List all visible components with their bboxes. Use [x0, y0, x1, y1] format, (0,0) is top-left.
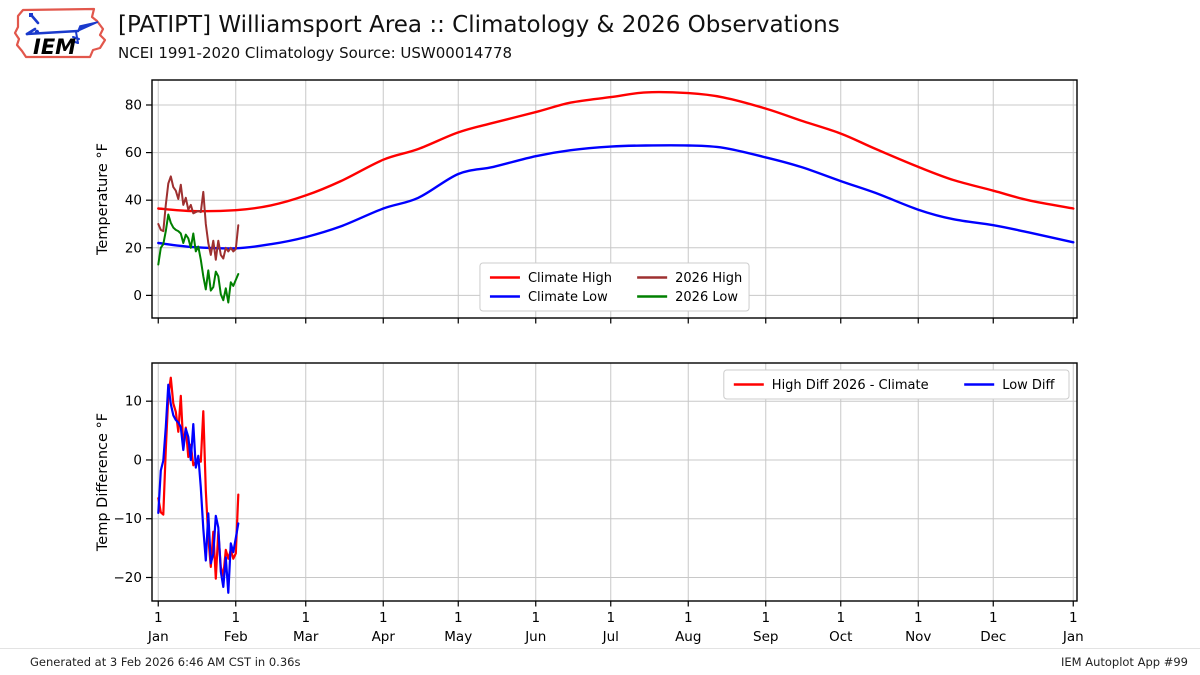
y-tick-label: 20: [125, 240, 142, 256]
x-tick-day-label: 1: [606, 610, 615, 626]
y-tick-label: 80: [125, 97, 142, 113]
x-tick-month-label: Nov: [905, 629, 931, 645]
legend-box: [723, 369, 1070, 400]
plot-frame: [151, 79, 1078, 319]
x-tick-day-label: 1: [989, 610, 998, 626]
y-tick-label: 40: [125, 193, 142, 209]
y-tick-label: 0: [133, 288, 142, 304]
x-tick-month-label: Jun: [524, 629, 546, 645]
y-axis-label: Temperature °F: [95, 143, 111, 256]
page-subtitle: NCEI 1991-2020 Climatology Source: USW00…: [118, 44, 513, 62]
x-tick-month-label: Dec: [980, 629, 1006, 645]
x-tick-month-label: Aug: [675, 629, 701, 645]
legend: High Diff 2026 - Climate Low Diff: [723, 369, 1070, 400]
series-2026-low: [157, 213, 240, 304]
y-tick-label: 0: [133, 452, 142, 468]
iem-logo-text: IEM: [33, 35, 76, 59]
x-tick-day-label: 1: [684, 610, 693, 626]
series-low-diff: [157, 383, 240, 594]
x-tick-month-label: Jan: [147, 629, 169, 645]
plot-frame: [151, 362, 1078, 602]
x-tick-day-label: 1: [454, 610, 463, 626]
x-tick-month-label: Apr: [372, 629, 396, 645]
legend-item-label: Climate High: [528, 271, 612, 286]
x-tick-day-label: 1: [379, 610, 388, 626]
x-tick-month-label: Feb: [224, 629, 248, 645]
page-title: [PATIPT] Williamsport Area :: Climatolog…: [118, 12, 840, 38]
weather-vane-icon: [25, 13, 99, 44]
y-tick-label: −10: [114, 511, 143, 527]
legend-item-label: High Diff 2026 - Climate: [772, 378, 929, 393]
x-tick-day-label: 1: [531, 610, 540, 626]
footer: Generated at 3 Feb 2026 6:46 AM CST in 0…: [0, 648, 1200, 675]
series-2026-high: [157, 175, 240, 261]
legend-box: [479, 262, 750, 312]
x-tick-month-label: Jan: [1062, 629, 1084, 645]
series-high-diff-2026-climate: [157, 376, 240, 580]
generated-timestamp: Generated at 3 Feb 2026 6:46 AM CST in 0…: [30, 655, 301, 669]
x-tick-day-label: 1: [1069, 610, 1078, 626]
x-tick-day-label: 1: [761, 610, 770, 626]
x-tick-month-label: Mar: [293, 629, 319, 645]
y-axis-label: Temp Difference °F: [95, 413, 111, 552]
x-tick-day-label: 1: [836, 610, 845, 626]
series-climate-high: [157, 90, 1075, 213]
x-tick-day-label: 1: [301, 610, 310, 626]
x-tick-month-label: Jul: [602, 629, 619, 645]
x-tick-month-label: Oct: [829, 629, 852, 645]
legend-item-label: 2026 Low: [675, 290, 738, 305]
app-credit: IEM Autoplot App #99: [1060, 655, 1188, 669]
temp-difference-chart: −20 −10 0 10 1 Jan 1 Feb 1 Mar 1 Apr 1 May 1 Jun 1 Jul 1 Au…: [95, 362, 1084, 645]
x-tick-day-label: 1: [914, 610, 923, 626]
x-tick-month-label: Sep: [753, 629, 778, 645]
x-tick-day-label: 1: [231, 610, 240, 626]
x-tick-day-label: 1: [154, 610, 163, 626]
legend-item-label: 2026 High: [675, 271, 742, 286]
legend: Climate High Climate Low 2026 High 2026 Low: [479, 262, 750, 312]
iem-logo: IEM: [13, 7, 107, 59]
x-tick-month-label: May: [444, 629, 472, 645]
legend-item-label: Climate Low: [528, 290, 608, 305]
y-tick-label: 10: [125, 394, 142, 410]
series-climate-low: [157, 144, 1075, 250]
y-tick-label: −20: [114, 570, 143, 586]
y-tick-label: 60: [125, 145, 142, 161]
legend-item-label: Low Diff: [1002, 378, 1055, 393]
